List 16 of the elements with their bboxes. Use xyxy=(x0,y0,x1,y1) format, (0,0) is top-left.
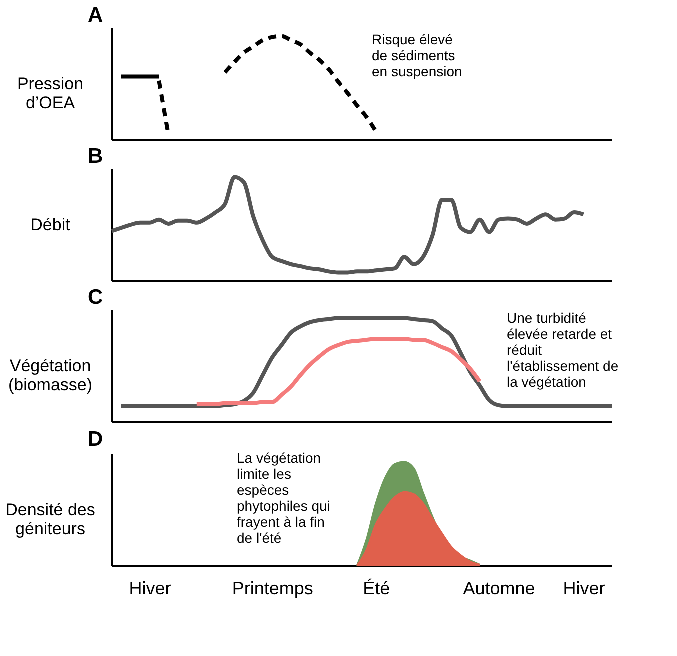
chart-title: A xyxy=(88,4,104,27)
chart-title: C xyxy=(88,286,104,309)
x-tick-label: Automne xyxy=(463,578,536,598)
annotation: Une turbidité élevée retarde et réduit l'établissement de la végétation xyxy=(507,310,619,390)
x-tick-label: Été xyxy=(363,578,390,598)
annotation: La végétation limite les espèces phytophiles qui frayent à la fin de l'été xyxy=(237,450,330,546)
y-axis-title: Végétation (biomasse) xyxy=(8,356,93,394)
y-axis-title: Densité des géniteurs xyxy=(6,500,96,538)
x-tick-label: Printemps xyxy=(232,578,314,598)
chart-title: B xyxy=(88,145,104,168)
x-tick-label: Hiver xyxy=(563,578,606,598)
annotation: Risque élevé de sédiments en suspension xyxy=(372,32,462,80)
chart-title: D xyxy=(88,428,104,451)
y-axis-title: Pression d’OEA xyxy=(17,74,84,112)
y-axis-title: Débit xyxy=(30,216,71,234)
x-tick-label: Hiver xyxy=(129,578,172,598)
